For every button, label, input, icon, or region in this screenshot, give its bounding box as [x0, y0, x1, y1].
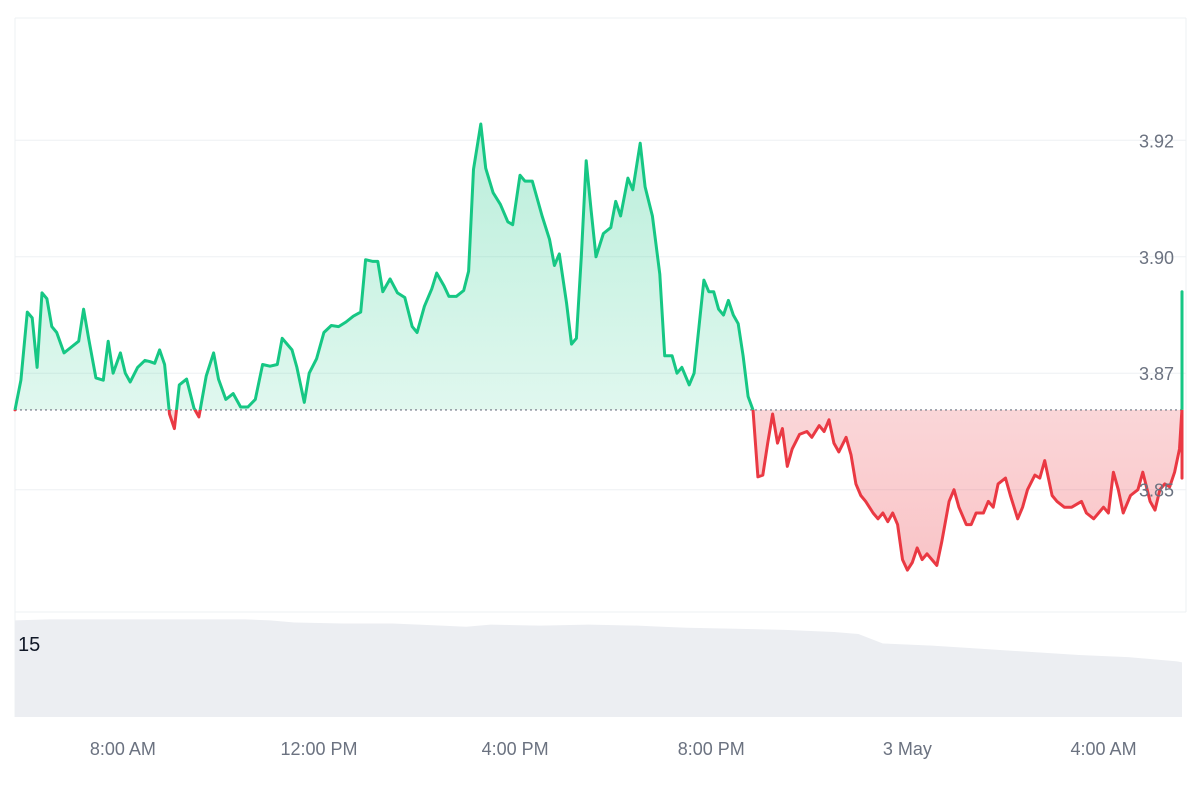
price-line: [13, 122, 1184, 572]
volume-area: [15, 619, 1182, 717]
volume-axis-label: 15: [18, 634, 40, 656]
x-tick-label-3: 8:00 PM: [678, 739, 745, 759]
price-line-up: [13, 122, 1184, 410]
y-tick-label-1: 3.90: [1139, 248, 1174, 268]
x-tick-label-4: 3 May: [883, 739, 932, 759]
y-tick-label-2: 3.87: [1139, 364, 1174, 384]
price-fill: [15, 124, 1182, 571]
x-axis-ticks: 8:00 AM 12:00 PM 4:00 PM 8:00 PM 3 May 4:00 A…: [90, 739, 1137, 759]
y-tick-label-0: 3.92: [1139, 131, 1174, 151]
x-tick-label-1: 12:00 PM: [280, 739, 357, 759]
x-tick-label-0: 8:00 AM: [90, 739, 156, 759]
fill-above-baseline: [15, 124, 1182, 410]
price-line-down: [13, 409, 1184, 572]
y-axis-ticks: 3.92 3.90 3.87 3.85: [1139, 131, 1174, 500]
fill-below-baseline: [169, 409, 1182, 571]
x-tick-label-2: 4:00 PM: [482, 739, 549, 759]
volume-shape: [15, 619, 1182, 717]
x-tick-label-5: 4:00 AM: [1071, 739, 1137, 759]
y-tick-label-3: 3.85: [1139, 481, 1174, 501]
